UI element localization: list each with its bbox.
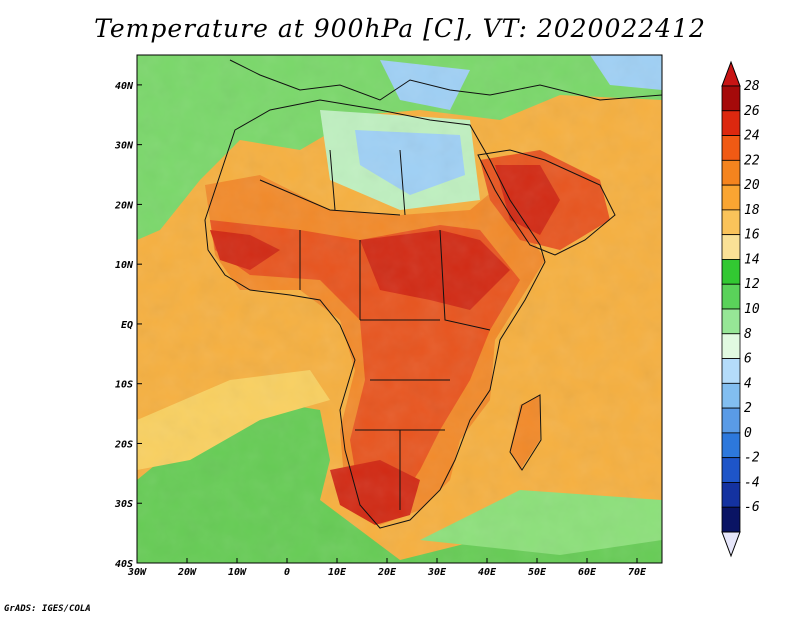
credit-label: GrADS: IGES/COLA xyxy=(4,604,91,614)
lon-tick-label: 20E xyxy=(377,567,397,578)
lat-tick-label: EQ xyxy=(121,320,133,331)
colorbar-segment xyxy=(721,110,741,136)
colorbar-segment xyxy=(721,209,741,236)
colorbar-label: 10 xyxy=(744,302,760,317)
colorbar-segment xyxy=(721,85,741,112)
lon-tick-label: 40E xyxy=(478,567,497,578)
colorbar-segment xyxy=(721,184,741,211)
colorbar-segment xyxy=(721,234,741,260)
chart-title: Temperature at 900hPa [C], VT: 202002241… xyxy=(94,14,706,43)
lat-tick-label: 20S xyxy=(114,439,133,450)
lon-tick-label: 50E xyxy=(528,567,547,578)
colorbar-label: 16 xyxy=(744,228,760,243)
colorbar-label: 4 xyxy=(744,376,752,391)
colorbar-label: 20 xyxy=(744,178,760,193)
colorbar-bottom-arrow xyxy=(721,531,741,558)
colorbar-segment xyxy=(721,506,741,533)
lat-tick-label: 40S xyxy=(115,559,133,570)
colorbar-label: 6 xyxy=(744,352,752,367)
lat-tick-label: 30S xyxy=(114,499,133,510)
arabia-coastline xyxy=(477,149,616,256)
colorbar-label: 0 xyxy=(744,426,752,441)
lon-tick-label: 30W xyxy=(127,567,147,578)
madagascar-coast xyxy=(509,394,542,471)
lat-tick-label: 20N xyxy=(114,200,134,211)
colorbar-segment xyxy=(721,358,741,384)
lon-tick-label: 30E xyxy=(427,567,447,578)
colorbar-segment xyxy=(721,283,741,310)
colorbar-segment xyxy=(721,159,741,186)
colorbar-label: 14 xyxy=(744,252,760,267)
country-borders xyxy=(204,59,662,529)
lon-tick-label: 0 xyxy=(284,567,290,578)
colorbar-label: 8 xyxy=(744,327,752,342)
colorbar-label: -6 xyxy=(744,500,760,515)
lon-tick-label: 60E xyxy=(578,567,597,578)
lat-tick-label: 40N xyxy=(115,81,134,92)
lat-tick-label: 10S xyxy=(115,380,133,391)
inner-border-b xyxy=(299,229,491,331)
colorbar-segment xyxy=(721,457,741,483)
lon-tick-label: 20W xyxy=(177,567,197,578)
inner-border-a xyxy=(259,149,406,216)
colorbar-segment xyxy=(721,382,741,409)
colorbar-label: 18 xyxy=(744,203,760,218)
colorbar-top-arrow xyxy=(721,60,741,87)
colorbar-label: -2 xyxy=(744,451,760,466)
africa-coastline xyxy=(204,99,546,529)
colorbar-segment xyxy=(721,482,741,508)
colorbar-label: 26 xyxy=(744,104,760,119)
colorbar-segment xyxy=(721,308,741,335)
plot-frame xyxy=(136,54,663,564)
lat-tick-label: 30N xyxy=(114,141,134,152)
colorbar-segment xyxy=(721,333,741,359)
inner-border-c xyxy=(355,319,450,510)
lon-tick-label: 10W xyxy=(228,567,247,578)
colorbar-segment xyxy=(721,407,741,434)
colorbar-segment xyxy=(721,432,741,459)
colorbar-label: 12 xyxy=(744,277,760,292)
europe-coastline xyxy=(229,59,662,101)
temperature-field xyxy=(137,55,662,563)
colorbar-label: 28 xyxy=(744,79,760,94)
lon-tick-label: 10E xyxy=(328,567,347,578)
axis-ticks: 30W 20W 10W 0 10E 20E 30E 40E 50E 60E 70E 40N 30N 20N… xyxy=(114,81,647,578)
colorbar-label: 22 xyxy=(744,153,760,168)
lon-tick-label: 70E xyxy=(628,567,647,578)
colorbar-label: 2 xyxy=(744,401,752,416)
colorbar-label: -4 xyxy=(744,475,760,490)
colorbar-segment xyxy=(721,259,741,285)
colorbar-label: 24 xyxy=(744,129,760,144)
colorbar-segment xyxy=(721,135,741,161)
lat-tick-label: 10N xyxy=(115,260,134,271)
